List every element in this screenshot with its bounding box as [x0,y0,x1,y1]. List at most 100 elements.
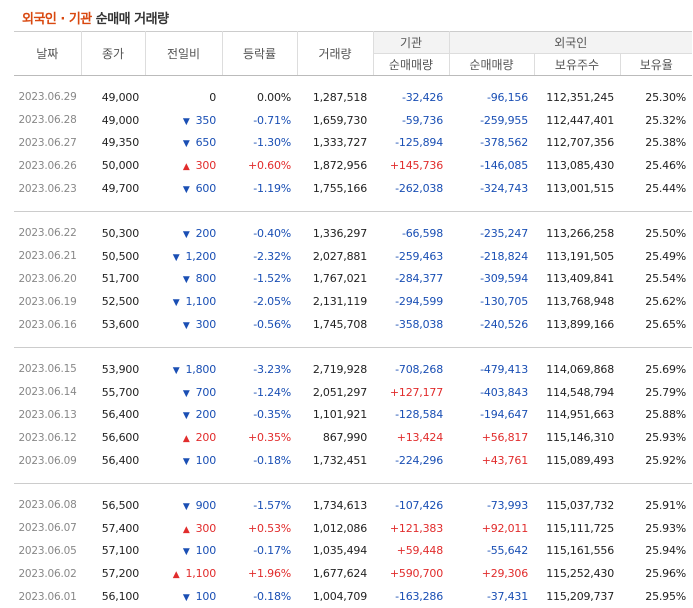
table-header: 날짜 종가 전일비 등락률 거래량 기관 외국인 순매매량 순매매량 보유주수 … [14,31,693,76]
date-cell: 2023.06.23 [18,182,77,195]
rate-cell: -1.30% [253,136,291,150]
volume-cell: 1,659,730 [312,113,367,127]
holdings-cell: 114,548,794 [546,385,614,399]
group-separator-cell [14,199,693,212]
foreign-net-cell: -96,156 [486,90,528,104]
rate-cell: +0.60% [248,159,291,173]
down-triangle-icon: ▼ [172,252,180,263]
inst-net-cell: -163,286 [395,590,443,604]
inst-net-cell: -107,426 [395,498,443,512]
change-value: 300 [195,159,217,173]
close-cell: 57,100 [101,544,139,558]
change-cell: ▼ 900 [145,494,222,517]
change-value: 1,800 [185,362,217,376]
inst-net-cell: -128,584 [395,408,443,422]
rate-cell: -0.18% [253,590,291,604]
rate-cell: -1.24% [253,385,291,399]
holdings-cell: 115,209,737 [546,590,614,604]
table-row: 2023.06.16 53,600 ▼ 300 -0.56% 1,745,708 -358,… [14,313,692,336]
ratio-cell: 25.94% [645,544,687,558]
volume-cell: 1,287,518 [312,90,367,104]
change-value: 1,100 [185,567,217,581]
ratio-cell: 25.93% [645,521,687,535]
holdings-cell: 113,085,430 [546,159,614,173]
trading-table: 날짜 종가 전일비 등락률 거래량 기관 외국인 순매매량 순매매량 보유주수 … [14,31,693,608]
change-cell: ▼ 650 [145,132,222,155]
close-cell: 57,200 [101,567,139,581]
volume-cell: 1,734,613 [312,498,367,512]
table-row: 2023.06.13 56,400 ▼ 200 -0.35% 1,101,921 -128,… [14,404,692,427]
inst-net-cell: +590,700 [389,567,443,581]
table-row: 2023.06.02 57,200 ▲ 1,100 +1.96% 1,677,624 +59… [14,562,692,585]
close-cell: 49,000 [101,90,139,104]
rate-cell: -0.56% [253,318,291,332]
change-cell: ▼ 300 [145,313,222,336]
foreign-net-cell: -259,955 [480,113,528,127]
volume-cell: 2,131,119 [312,295,367,309]
header-inst-net: 순매매량 [373,53,450,76]
down-triangle-icon: ▼ [182,411,190,422]
date-cell: 2023.06.26 [18,159,77,172]
group-separator [14,471,693,484]
rate-cell: -0.35% [253,408,291,422]
ratio-cell: 25.93% [645,431,687,445]
foreign-net-cell: -194,647 [480,408,528,422]
close-cell: 49,350 [101,136,139,150]
down-triangle-icon: ▼ [182,229,190,240]
change-value: 1,100 [185,295,217,309]
group-gap [14,483,692,494]
change-value: 1,200 [185,249,217,263]
header-foreign-group: 외국인 [449,31,693,54]
header-foreign-net: 순매매량 [449,53,535,76]
group-gap-cell [14,211,692,222]
table-row: 2023.06.19 52,500 ▼ 1,100 -2.05% 2,131,119 -29… [14,290,692,313]
inst-net-cell: -224,296 [395,454,443,468]
change-cell: ▲ 300 [145,154,222,177]
ratio-cell: 25.32% [645,113,687,127]
inst-net-cell: -294,599 [395,295,443,309]
date-cell: 2023.06.13 [18,408,77,421]
header-volume: 거래량 [297,31,374,76]
foreign-net-cell: +43,761 [481,454,529,468]
rate-cell: -0.17% [253,544,291,558]
rate-cell: -0.71% [253,113,291,127]
change-cell: ▼ 600 [145,177,222,200]
up-triangle-icon: ▲ [182,162,190,173]
holdings-cell: 113,001,515 [546,182,614,196]
down-triangle-icon: ▼ [182,547,190,558]
foreign-net-cell: -218,824 [480,249,528,263]
date-cell: 2023.06.16 [18,318,77,331]
title-separator: · [60,12,65,27]
change-cell: ▼ 100 [145,449,222,472]
inst-net-cell: -708,268 [395,362,443,376]
rate-cell: -2.32% [253,249,291,263]
group-separator [14,335,693,348]
volume-cell: 1,333,727 [312,136,367,150]
group-gap [14,76,692,87]
change-cell: ▼ 700 [145,381,222,404]
change-value: 600 [195,182,217,196]
rate-cell: -1.52% [253,272,291,286]
date-cell: 2023.06.22 [18,227,77,240]
foreign-net-cell: -37,431 [486,590,528,604]
down-triangle-icon: ▼ [182,457,190,468]
volume-cell: 1,336,297 [312,226,367,240]
change-value: 200 [195,431,217,445]
down-triangle-icon: ▼ [182,321,190,332]
foreign-net-cell: -240,526 [480,318,528,332]
volume-cell: 2,719,928 [312,362,367,376]
ratio-cell: 25.54% [645,272,687,286]
header-foreign-holdings: 보유주수 [534,53,621,76]
ratio-cell: 25.79% [645,385,687,399]
change-cell: ▼ 800 [145,268,222,291]
ratio-cell: 25.30% [645,90,687,104]
rate-cell: -1.57% [253,498,291,512]
inst-net-cell: +127,177 [389,385,443,399]
group-separator-cell [14,471,693,484]
rate-cell: 0.00% [257,90,291,104]
group-gap-cell [14,347,692,358]
close-cell: 51,700 [101,272,139,286]
table-row: 2023.06.26 50,000 ▲ 300 +0.60% 1,872,956 +145,… [14,154,692,177]
foreign-net-cell: +56,817 [481,431,529,445]
foreign-net-cell: +29,306 [481,567,529,581]
